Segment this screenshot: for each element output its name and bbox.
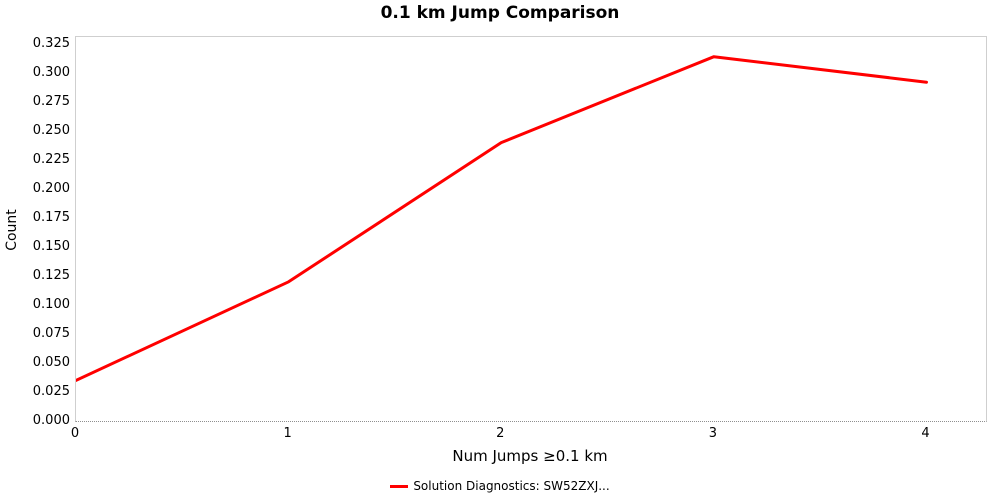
y-tick-label: 0.100 [32, 296, 70, 312]
line-series [76, 55, 928, 382]
y-tick-label: 0.275 [32, 93, 70, 109]
legend: Solution Diagnostics: SW52ZXJ... [0, 479, 1000, 493]
y-tick-label: 0.200 [32, 180, 70, 196]
x-tick-label: 3 [708, 426, 717, 441]
plot-area [75, 36, 987, 422]
y-tick-label: 0.125 [32, 267, 70, 283]
chart-title: 0.1 km Jump Comparison [380, 3, 620, 23]
y-tick-label: 0.175 [32, 209, 70, 225]
legend-line-swatch [390, 484, 409, 488]
y-tick-label: 0.000 [32, 413, 70, 428]
y-tick-label: 0.250 [32, 122, 70, 138]
y-tick-label: 0.325 [32, 35, 70, 51]
y-tick-label: 0.225 [32, 151, 70, 167]
y-tick-label: 0.300 [32, 64, 70, 80]
y-tick-label: 0.025 [32, 383, 70, 399]
y-tick-label: 0.050 [32, 354, 70, 370]
x-tick-label: 2 [496, 426, 505, 441]
line-series-svg [76, 55, 928, 382]
x-tick-label: 4 [921, 426, 930, 441]
x-axis-label: Num Jumps ≥0.1 km [452, 447, 608, 465]
legend-series-label: Solution Diagnostics: SW52ZXJ... [413, 479, 610, 493]
y-tick-label: 0.075 [32, 325, 70, 341]
x-tick-label: 1 [283, 426, 292, 441]
x-tick-label: 0 [70, 426, 80, 441]
y-tick-label: 0.150 [32, 238, 70, 254]
